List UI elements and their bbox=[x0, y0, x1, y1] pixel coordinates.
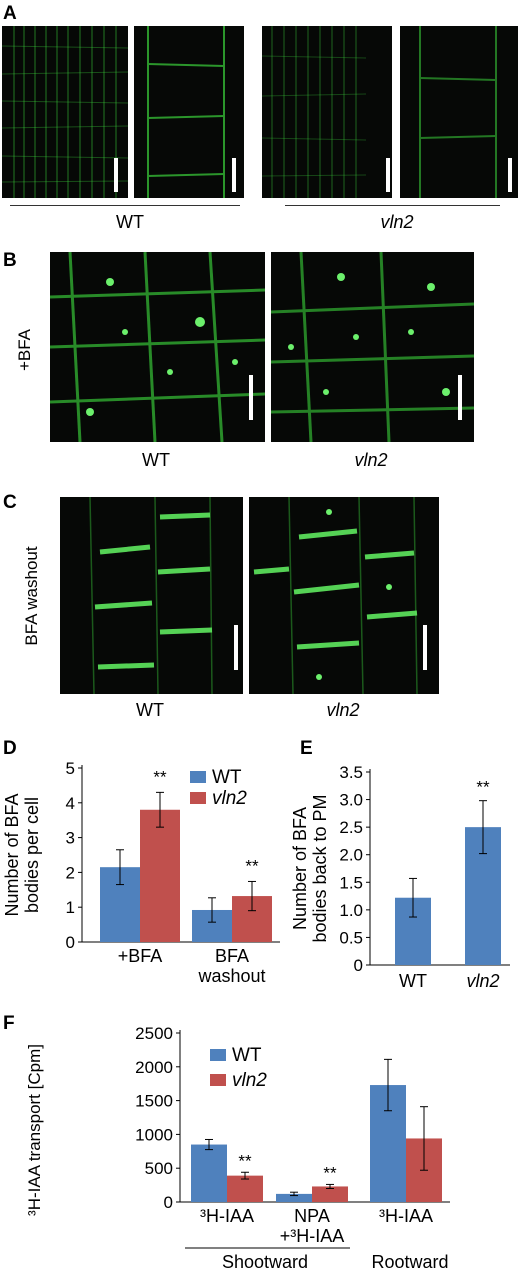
scale-bar bbox=[386, 158, 390, 192]
x-tick-label: washout bbox=[197, 966, 265, 986]
x-tick-label: +BFA bbox=[118, 946, 163, 966]
bar bbox=[140, 809, 180, 942]
bar bbox=[191, 1144, 227, 1202]
y-tick-label: 1.0 bbox=[339, 901, 363, 920]
micrograph-a-vln2-overview bbox=[262, 26, 392, 198]
caption-c-vln2: vln2 bbox=[326, 700, 360, 720]
significance-mark: ** bbox=[476, 778, 490, 797]
panel-label-d: D bbox=[3, 738, 17, 759]
y-tick-label: 3 bbox=[66, 829, 75, 848]
y-tick-label: 4 bbox=[66, 794, 75, 813]
legend-swatch bbox=[210, 1074, 226, 1086]
y-tick-label: 2.0 bbox=[339, 846, 363, 865]
y-tick-label: 3.0 bbox=[339, 791, 363, 810]
significance-mark: ** bbox=[238, 1151, 252, 1170]
y-tick-label: 5 bbox=[66, 759, 75, 778]
chart-f: 0 500 1000 1500 2000 2500 ³H-IAA transport [Cp… bbox=[25, 1025, 450, 1270]
fluorescence-pattern bbox=[271, 252, 474, 442]
bar bbox=[276, 1193, 312, 1202]
y-tick-label: 0 bbox=[66, 933, 75, 952]
significance-mark: ** bbox=[245, 856, 259, 875]
y-tick-label: 2 bbox=[66, 863, 75, 882]
fluorescence-pattern bbox=[419, 26, 497, 198]
legend-label: vln2 bbox=[212, 788, 247, 809]
y-tick-label: 3.5 bbox=[339, 763, 363, 782]
y-tick-label: 1 bbox=[66, 898, 75, 917]
y-tick-label: 0 bbox=[164, 1193, 173, 1212]
group-line-wt bbox=[10, 205, 240, 206]
y-tick-label: 1.5 bbox=[339, 873, 363, 892]
y-tick-label: 2000 bbox=[135, 1058, 173, 1077]
legend-swatch bbox=[190, 771, 206, 783]
legend-swatch bbox=[210, 1049, 226, 1061]
x-tick-label: ³H-IAA bbox=[200, 1206, 254, 1226]
y-tick-label: 0 bbox=[354, 956, 363, 975]
bar bbox=[227, 1175, 263, 1202]
micrograph-a-wt-overview bbox=[2, 26, 128, 198]
side-label-bfa-washout: BFA washout bbox=[22, 546, 41, 646]
micrograph-b-wt bbox=[50, 252, 265, 442]
y-tick-label: 1000 bbox=[135, 1125, 173, 1144]
caption-b-wt: WT bbox=[142, 450, 170, 470]
legend-label: WT bbox=[232, 1045, 262, 1066]
bar bbox=[312, 1186, 348, 1202]
chart-d: 0 1 2 3 4 5 Number of BFAbodies per cell ** ** +B… bbox=[2, 759, 280, 986]
caption-a-vln2: vln2 bbox=[380, 212, 414, 232]
y-tick-label: 500 bbox=[145, 1159, 173, 1178]
panel-label-e: E bbox=[300, 738, 313, 759]
panel-label-f: F bbox=[3, 1013, 15, 1034]
y-axis-label: ³H-IAA transport [Cpm] bbox=[25, 1044, 44, 1216]
x-tick-label: vln2 bbox=[466, 971, 499, 991]
caption-b-vln2: vln2 bbox=[354, 450, 388, 470]
scale-bar bbox=[249, 375, 253, 420]
y-axis-label: Number of BFAbodies back to PM bbox=[290, 794, 330, 942]
fluorescence-pattern bbox=[262, 26, 367, 198]
micrograph-b-vln2 bbox=[271, 252, 474, 442]
scale-bar bbox=[232, 158, 236, 192]
caption-c-wt: WT bbox=[136, 700, 164, 720]
y-axis-label: Number of BFAbodies per cell bbox=[2, 793, 42, 916]
micrograph-c-wt bbox=[60, 497, 243, 694]
group-line-vln2 bbox=[285, 205, 500, 206]
micrograph-c-vln2 bbox=[249, 497, 439, 694]
legend-label: vln2 bbox=[232, 1070, 267, 1091]
micrograph-a-vln2-zoom bbox=[400, 26, 518, 198]
fluorescence-pattern bbox=[50, 252, 265, 442]
chart-e: 0 0.5 1.0 1.5 2.0 2.5 3.0 3.5 Number of BFAbodie… bbox=[290, 763, 510, 991]
group-label-rootward: Rootward bbox=[371, 1252, 448, 1270]
caption-a-wt: WT bbox=[116, 212, 144, 232]
scale-bar bbox=[114, 158, 118, 192]
x-tick-label: BFA bbox=[215, 946, 249, 966]
y-tick-label: 2.5 bbox=[339, 818, 363, 837]
scale-bar bbox=[458, 375, 462, 420]
legend-swatch bbox=[190, 792, 206, 804]
panel-label-b: B bbox=[3, 250, 17, 271]
significance-mark: ** bbox=[323, 1163, 337, 1182]
y-tick-label: 0.5 bbox=[339, 928, 363, 947]
y-tick-label: 2500 bbox=[135, 1025, 173, 1043]
legend-label: WT bbox=[212, 767, 242, 788]
scale-bar bbox=[234, 625, 238, 670]
y-tick-label: 1500 bbox=[135, 1092, 173, 1111]
panel-label-a: A bbox=[3, 3, 17, 24]
fluorescence-pattern bbox=[253, 497, 418, 694]
micrograph-a-wt-zoom bbox=[134, 26, 244, 198]
fluorescence-pattern bbox=[2, 26, 128, 198]
x-tick-label: NPA bbox=[294, 1206, 330, 1226]
significance-mark: ** bbox=[153, 767, 167, 786]
panel-label-c: C bbox=[3, 492, 17, 513]
fluorescence-pattern bbox=[89, 497, 213, 694]
x-tick-label: +³H-IAA bbox=[280, 1226, 345, 1246]
x-tick-label: WT bbox=[399, 971, 427, 991]
scale-bar bbox=[423, 625, 427, 670]
x-tick-label: ³H-IAA bbox=[379, 1206, 433, 1226]
scale-bar bbox=[508, 158, 512, 192]
fluorescence-pattern bbox=[147, 26, 225, 198]
side-label-bfa: +BFA bbox=[15, 328, 34, 372]
group-label-shootward: Shootward bbox=[222, 1252, 308, 1270]
